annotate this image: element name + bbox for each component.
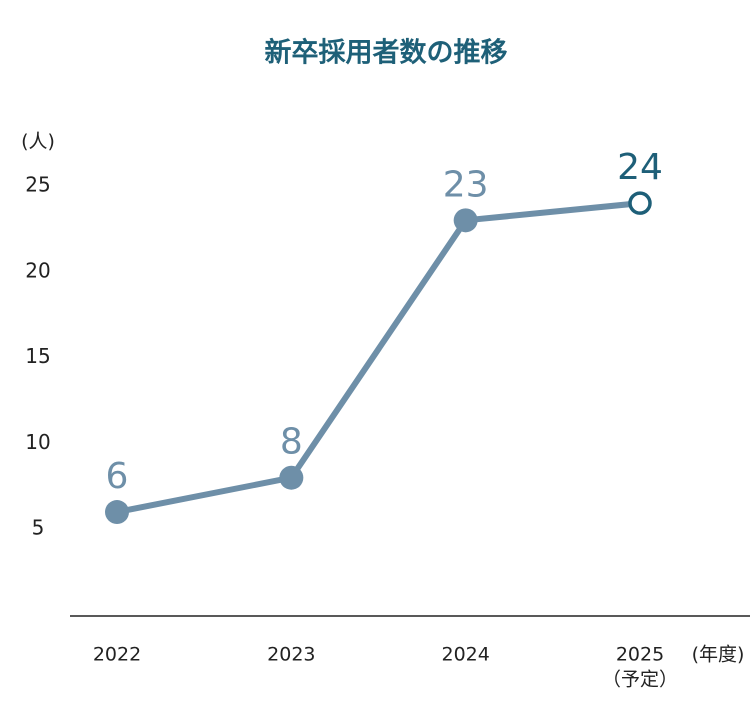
x-tick-label: 2025 <box>616 644 664 666</box>
data-label: 24 <box>617 147 663 188</box>
line <box>116 200 641 515</box>
y-tick-label: 5 <box>32 516 45 540</box>
y-axis-label: (人) <box>21 131 55 153</box>
marker <box>105 500 129 525</box>
x-tick-label: 2024 <box>441 644 489 666</box>
chart-title: 新卒採用者数の推移 <box>265 37 508 69</box>
marker <box>628 191 652 215</box>
x-tick-label: 2022 <box>93 644 141 666</box>
marker <box>279 465 304 490</box>
y-tick-label: 10 <box>25 430 50 454</box>
data-label: 6 <box>106 456 129 497</box>
y-tick-label: 25 <box>25 173 50 197</box>
marker <box>453 208 478 233</box>
y-tick-label: 20 <box>25 258 50 282</box>
x-axis-label: (年度) <box>692 644 745 666</box>
data-label: 8 <box>280 422 303 463</box>
x-tick-note: （予定） <box>602 669 678 691</box>
x-tick-label: 2023 <box>267 644 315 666</box>
data-label: 23 <box>443 164 489 205</box>
y-tick-label: 15 <box>25 344 50 368</box>
